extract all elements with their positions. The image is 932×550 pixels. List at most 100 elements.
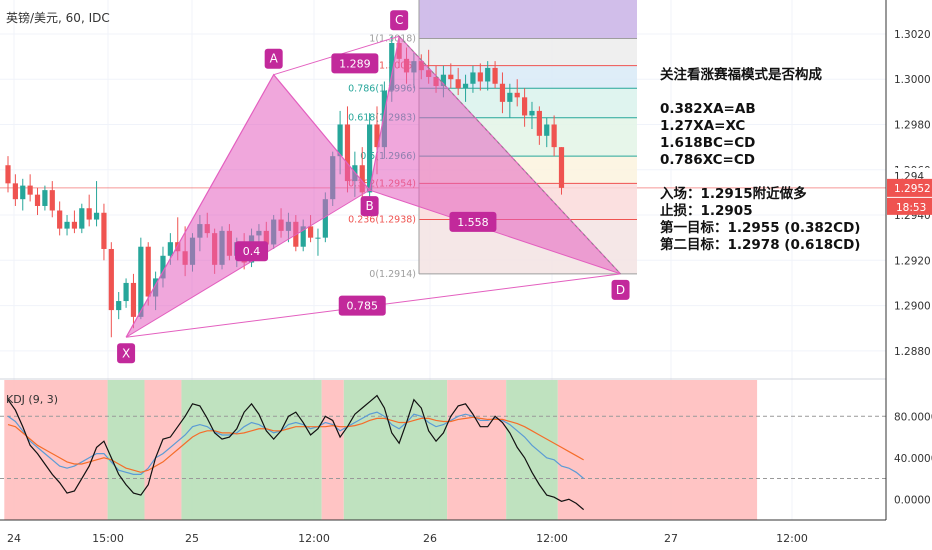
candle-body (514, 92, 520, 98)
fib-band (419, 0, 637, 39)
kdj-zone (144, 380, 182, 520)
chart-title: 英镑/美元, 60, IDC (6, 10, 110, 25)
candle-body (499, 83, 506, 102)
pattern-point-box (360, 196, 379, 217)
candle-body (359, 165, 365, 193)
pattern-point-box (390, 10, 409, 31)
candle-body (5, 165, 11, 184)
fib-level-label: 0(1.2914) (369, 269, 416, 280)
candle-body (57, 210, 63, 229)
price-tick-label: 1.2920 (894, 255, 931, 267)
candle-body (138, 246, 144, 317)
annotation-line: 1.618BC=CD (660, 135, 755, 151)
kdj-tick-label: 0.0000 (894, 494, 931, 506)
candle-body (86, 208, 92, 220)
candle-body (558, 147, 565, 188)
candle-body (12, 183, 18, 200)
candle-body (167, 242, 173, 256)
candle-body (64, 221, 70, 229)
kdj-zone (107, 380, 145, 520)
candle-body (551, 124, 557, 148)
x-tick-label: 24 (7, 532, 21, 545)
x-tick-label: 27 (664, 532, 678, 545)
pattern-point-label: X (122, 346, 130, 360)
candle-body (522, 97, 528, 116)
candle-body (455, 79, 461, 89)
kdj-tick-label: 40.0000 (894, 453, 932, 465)
annotation-line: 第一目标：1.2955 (0.382CD) (660, 219, 860, 236)
kdj-zone (557, 380, 758, 520)
candle-body (123, 282, 129, 302)
countdown-tag (887, 197, 932, 215)
pattern-point-box (117, 343, 136, 364)
kdj-zone (343, 380, 448, 520)
kdj-series-line (7, 394, 585, 511)
kdj-zone (506, 380, 558, 520)
candle-body (536, 110, 542, 136)
candle-body (101, 212, 107, 249)
kdj-series-line (7, 411, 585, 479)
x-tick-label: 15:00 (92, 532, 124, 545)
candle-body (93, 212, 100, 220)
candle-body (344, 124, 351, 182)
annotation-line: 第二目标：1.2978 (0.618CD) (660, 236, 860, 253)
current-price-text: 1.2952 (894, 183, 931, 195)
annotation-line: 0.382XA=AB (660, 101, 756, 117)
kdj-zone (4, 380, 108, 520)
x-tick-label: 26 (423, 532, 437, 545)
kdj-title: KDJ (9, 3) (6, 393, 58, 406)
candle-body (108, 248, 114, 311)
annotation-line: 止损：1.2905 (660, 202, 753, 219)
candle-body (440, 74, 447, 87)
trade-annotation: 关注看涨赛福模式是否构成 0.382XA=AB1.27XA=XC1.618BC=C… (660, 66, 860, 253)
x-tick-label: 25 (185, 532, 199, 545)
candle-body (71, 221, 78, 229)
candle-body (20, 185, 26, 200)
candle-body (462, 83, 469, 89)
pattern-ratio-label: 1.558 (457, 216, 489, 229)
kdj-indicator-pane (0, 378, 886, 520)
candle-body (529, 110, 535, 116)
pattern-point-label: D (616, 283, 625, 297)
candle-body (145, 246, 151, 297)
candle-body (160, 255, 166, 279)
candle-body (315, 237, 321, 239)
candle-body (507, 92, 513, 102)
candle-body (307, 226, 314, 238)
x-tick-label: 12:00 (298, 532, 330, 545)
fib-level-label: 1(1.3018) (369, 33, 416, 44)
current-price-tag (887, 178, 932, 197)
price-tick-label: 1.2980 (894, 119, 931, 131)
pattern-ratio-box (331, 53, 379, 74)
pattern-point-box (611, 279, 630, 300)
pattern-diagonal (125, 189, 370, 338)
pattern-ratio-box (338, 295, 386, 316)
pattern-point-box (264, 48, 283, 69)
kdj-zone (321, 380, 344, 520)
countdown-text: 18:53 (896, 202, 926, 214)
price-tick-label: 1.2880 (894, 346, 931, 358)
candle-body (485, 67, 491, 82)
annotation-line: 0.786XC=CD (660, 152, 755, 168)
pattern-diagonal (369, 189, 621, 275)
candle-body (42, 190, 48, 206)
candle-body (448, 74, 454, 80)
kdj-zone (447, 380, 507, 520)
pattern-ratio-label: 0.785 (346, 300, 378, 313)
pattern-point-label: A (270, 52, 279, 66)
candle-body (367, 124, 373, 193)
pattern-dash (398, 35, 621, 275)
candle-body (544, 124, 550, 136)
pattern-ratio-label: 1.289 (339, 57, 371, 70)
candle-body (116, 301, 122, 311)
fib-band (419, 38, 637, 66)
annotation-line: 关注看涨赛福模式是否构成 (660, 66, 822, 83)
pattern-triangle-xab (126, 74, 370, 338)
candle-body (27, 185, 33, 195)
candle-body (337, 124, 343, 157)
candle-body (470, 72, 476, 84)
pattern-ratio-box (235, 241, 269, 262)
harmonic-pattern[interactable]: X A B C D 0.4 1.289 1.558 0.785 (117, 10, 630, 364)
pattern-triangle-bcd (369, 36, 621, 274)
